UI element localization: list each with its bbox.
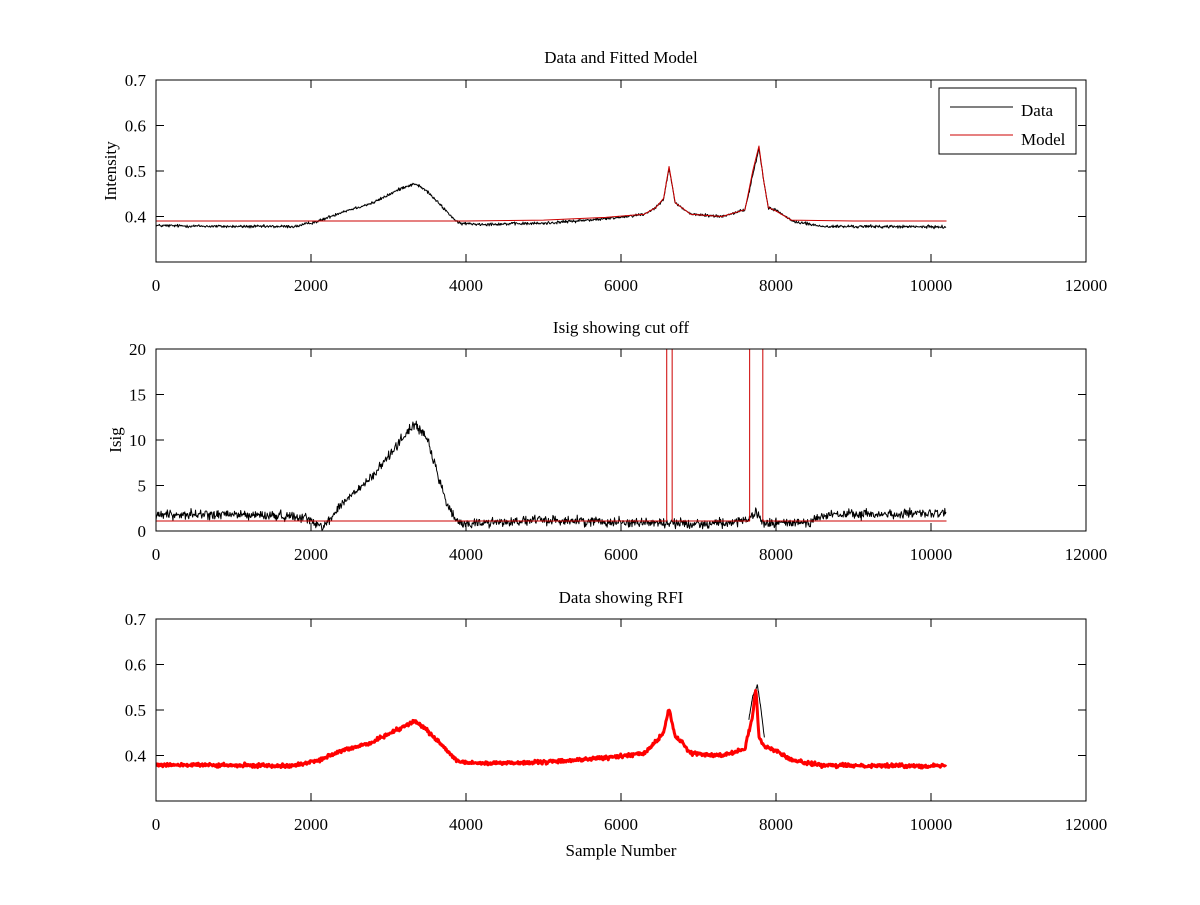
x-tick-label: 6000 (604, 276, 638, 295)
subplot-2-plot-area: 0 2000 4000 6000 8000 10000 12000 0 5 10 15 20 (129, 340, 1107, 564)
x-tick-label: 8000 (759, 815, 793, 834)
x-tick-label: 12000 (1065, 545, 1108, 564)
y-tick-label: 0.6 (125, 656, 146, 675)
subplot-1-title: Data and Fitted Model (544, 48, 698, 67)
subplot-1-series-group (156, 145, 947, 230)
subplot-2-title: Isig showing cut off (553, 318, 689, 337)
y-tick-label: 5 (138, 477, 147, 496)
subplot-3-axes-frame (155, 618, 1087, 802)
subplot-2-axes-frame (155, 348, 1087, 532)
x-tick-label: 10000 (910, 276, 953, 295)
subplot-3-series-group (156, 684, 948, 770)
y-tick-label: 0.5 (125, 162, 146, 181)
subplot-1: Data and Fitted Model 0 2000 4000 6000 8000 1… (101, 48, 1107, 295)
y-tick-label: 0.7 (125, 610, 147, 629)
subplot-1-series-data (156, 148, 947, 230)
x-tick-label: 4000 (449, 545, 483, 564)
subplot-2-series-isig (156, 420, 947, 531)
x-tick-label: 2000 (294, 545, 328, 564)
x-tick-label: 8000 (759, 545, 793, 564)
x-tick-label: 4000 (449, 276, 483, 295)
y-tick-label: 0.5 (125, 701, 146, 720)
subplot-2-ylabel: Isig (106, 427, 125, 453)
y-tick-label: 0.6 (125, 117, 146, 136)
subplot-2-series-cut-off (156, 349, 947, 522)
y-tick-label: 0.4 (125, 208, 147, 227)
x-tick-label: 2000 (294, 276, 328, 295)
subplot-3: Data showing RFI 0 2000 4000 6000 8000 10000 1… (125, 588, 1108, 860)
x-tick-label: 12000 (1065, 815, 1108, 834)
y-tick-label: 0.4 (125, 747, 147, 766)
subplot-1-plot-area: 0 2000 4000 6000 8000 10000 12000 0.4 0.5 0.6 0.7 (125, 71, 1108, 295)
y-tick-label: 20 (129, 340, 146, 359)
legend-model-label: Model (1021, 130, 1066, 149)
x-tick-label: 12000 (1065, 276, 1108, 295)
x-tick-label: 8000 (759, 276, 793, 295)
legend-data-label: Data (1021, 101, 1054, 120)
x-tick-label: 6000 (604, 815, 638, 834)
subplot-3-series-rfi (156, 688, 948, 770)
subplot-2: Isig showing cut off 0 2000 4000 6000 8000 10… (106, 318, 1107, 564)
subplot-3-title: Data showing RFI (559, 588, 684, 607)
x-tick-label: 0 (152, 545, 161, 564)
subplot-1-series-model (156, 145, 947, 222)
subplot-3-xlabel: Sample Number (566, 841, 677, 860)
subplot-3-plot-area: 0 2000 4000 6000 8000 10000 12000 0.4 0.5 0.6 0.7 (125, 610, 1108, 834)
subplot-1-legend: Data Model (938, 87, 1077, 155)
x-tick-label: 10000 (910, 545, 953, 564)
subplot-1-ylabel: Intensity (101, 141, 120, 201)
y-tick-label: 0.7 (125, 71, 147, 90)
x-tick-label: 0 (152, 815, 161, 834)
y-tick-label: 0 (138, 522, 147, 541)
x-tick-label: 0 (152, 276, 161, 295)
x-tick-label: 2000 (294, 815, 328, 834)
x-tick-label: 4000 (449, 815, 483, 834)
subplot-2-series-group (156, 349, 947, 531)
x-tick-label: 6000 (604, 545, 638, 564)
x-tick-label: 10000 (910, 815, 953, 834)
y-tick-label: 10 (129, 431, 146, 450)
subplot-3-series-data (748, 684, 765, 738)
y-tick-label: 15 (129, 386, 146, 405)
legend-box (938, 87, 1077, 155)
